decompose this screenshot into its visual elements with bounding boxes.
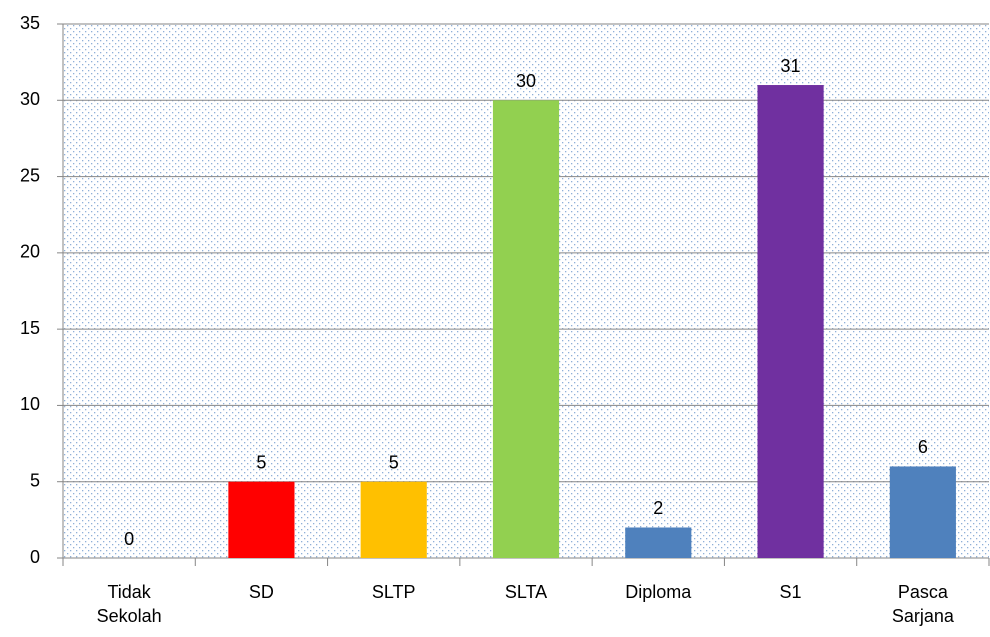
y-tick-label: 15 (20, 318, 40, 338)
x-tick-label: Diploma (625, 582, 692, 602)
data-label: 30 (516, 71, 536, 91)
data-label: 0 (124, 529, 134, 549)
bar (889, 466, 956, 558)
y-tick-label: 35 (20, 13, 40, 33)
y-tick-label: 0 (30, 547, 40, 567)
y-tick-label: 20 (20, 242, 40, 262)
x-tick-label: SLTA (504, 582, 548, 602)
x-tick-label: Tidak Sekolah (96, 582, 162, 626)
bar (360, 481, 427, 558)
bar (757, 85, 824, 559)
y-tick-label: 10 (20, 394, 40, 414)
bar (228, 481, 295, 558)
y-tick-label: 25 (20, 165, 40, 185)
data-label: 5 (256, 452, 266, 472)
x-tick-label: Pasca Sarjana (891, 582, 954, 626)
data-label: 2 (653, 498, 663, 518)
data-label: 31 (781, 56, 801, 76)
x-tick-label: SLTP (371, 582, 416, 602)
bar (492, 100, 560, 559)
y-tick-label: 5 (30, 470, 40, 490)
y-tick-label: 30 (20, 89, 40, 109)
x-tick-label: S1 (779, 582, 802, 602)
data-label: 5 (389, 452, 399, 472)
x-tick-label: SD (248, 582, 274, 602)
data-label: 6 (918, 437, 928, 457)
bar (625, 527, 692, 558)
